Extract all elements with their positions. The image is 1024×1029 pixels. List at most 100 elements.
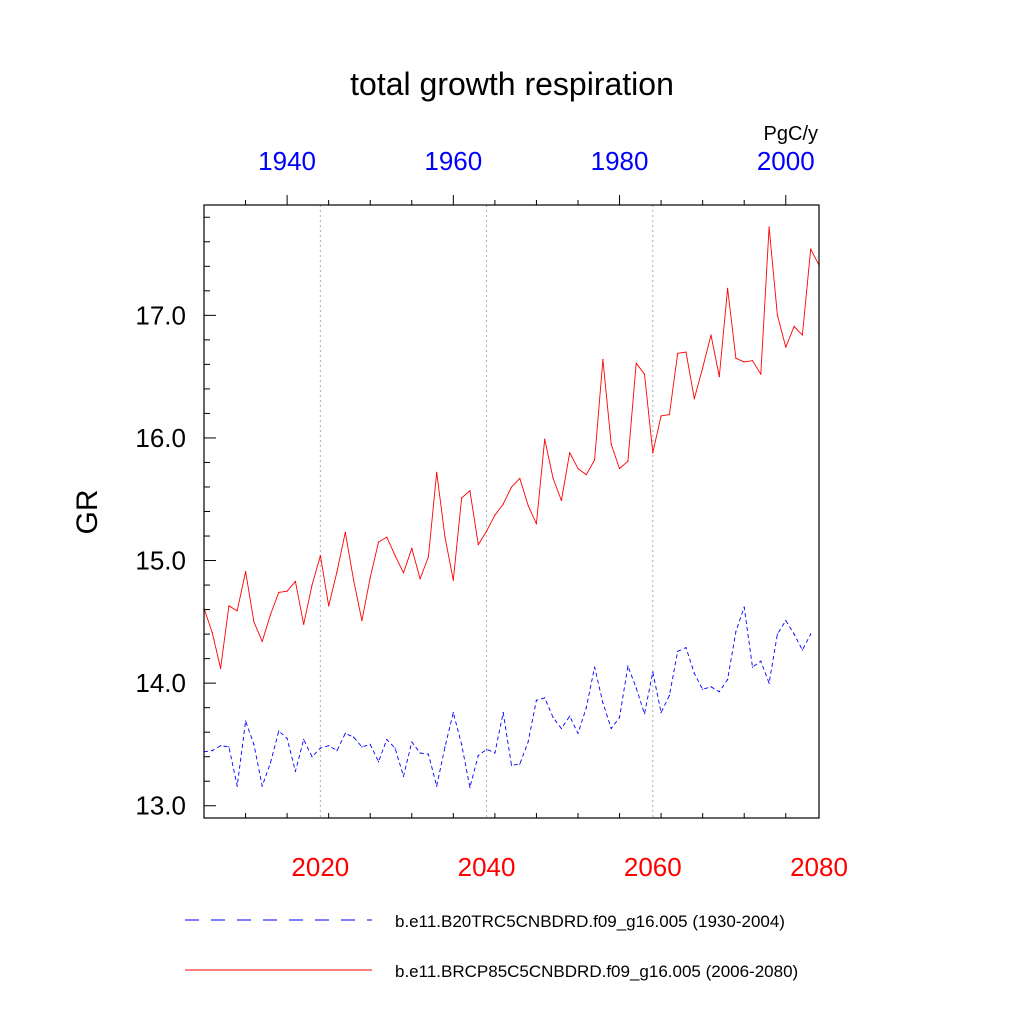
data-point [486,748,488,750]
data-point [560,499,563,502]
data-point [402,572,405,574]
data-point [402,775,405,777]
data-point [668,414,671,416]
data-point [369,743,371,746]
data-point [486,530,488,532]
data-point [286,590,288,592]
data-point [344,531,346,533]
y-axis-title: GR [71,490,104,535]
series-line-projection [203,226,820,669]
data-point [261,640,263,643]
data-point [727,287,729,289]
data-point [602,702,604,704]
top-axis-tick-label: 2000 [757,146,815,176]
data-point [577,468,579,470]
data-point [635,362,637,364]
data-point [793,325,795,327]
data-point [269,613,272,616]
data-point [419,578,421,580]
data-point [710,686,712,688]
bottom-axis-tick-label: 2060 [624,852,682,882]
bottom-axis-tick-label: 2080 [790,852,848,882]
data-point [361,620,363,622]
data-point [361,746,363,748]
data-point [610,443,612,445]
data-point [261,785,263,787]
data-point [727,678,729,681]
data-point [743,361,745,363]
data-point [510,764,513,766]
axis-ticks [204,195,787,818]
data-point [751,666,754,668]
data-point [801,649,804,651]
data-point [319,555,321,557]
data-point [245,720,247,722]
data-point [810,633,812,635]
data-point [785,620,787,622]
data-point [211,632,213,634]
data-point [735,631,737,633]
data-point [552,477,554,479]
data-point [810,248,812,250]
data-point [510,486,513,488]
data-point [452,579,454,581]
legend: b.e11.B20TRC5CNBDRD.f09_g16.005 (1930-20… [185,912,798,981]
data-point [693,672,695,674]
data-point [469,490,471,492]
data-point [436,785,438,787]
data-point [594,666,596,668]
data-point [245,571,247,573]
data-point [328,745,330,747]
bottom-axis-tick-label: 2040 [458,852,516,882]
y-axis-tick-label: 14.0 [135,668,186,698]
data-point [303,623,305,625]
data-point [411,741,413,743]
data-point [294,770,296,773]
data-point [652,671,654,673]
data-point [776,314,779,316]
data-point [311,584,313,586]
data-point [677,650,679,652]
data-point [768,226,770,228]
top-axis-tick-label: 1980 [591,146,649,176]
data-point [269,762,272,764]
data-point [718,376,720,378]
units-label: PgC/y [764,123,818,145]
data-point [211,750,213,752]
data-point [610,727,612,730]
data-point [253,743,255,746]
data-point [286,737,288,739]
data-point [743,606,745,608]
data-point [693,398,695,400]
data-point [760,373,762,375]
data-point [344,732,346,735]
data-point [685,647,687,649]
data-point [502,503,504,505]
y-axis-tick-label: 17.0 [135,300,186,330]
data-point [668,694,671,697]
data-point [643,373,646,375]
data-point [585,474,587,476]
data-point [677,352,679,354]
data-point [535,699,538,701]
data-point [477,544,479,546]
data-point [527,504,529,506]
data-point [685,351,687,353]
data-point [710,334,712,336]
data-point [386,536,388,538]
data-point [735,357,737,359]
data-point [303,738,305,741]
data-point [394,555,396,557]
data-point [527,741,529,743]
data-point [519,763,521,765]
data-point [519,477,521,479]
data-point [643,713,646,715]
data-point [793,633,795,635]
data-point [278,730,280,732]
data-point [544,697,546,699]
data-point [336,750,338,752]
data-point [228,746,230,748]
data-point [253,621,255,623]
data-point [444,536,446,538]
